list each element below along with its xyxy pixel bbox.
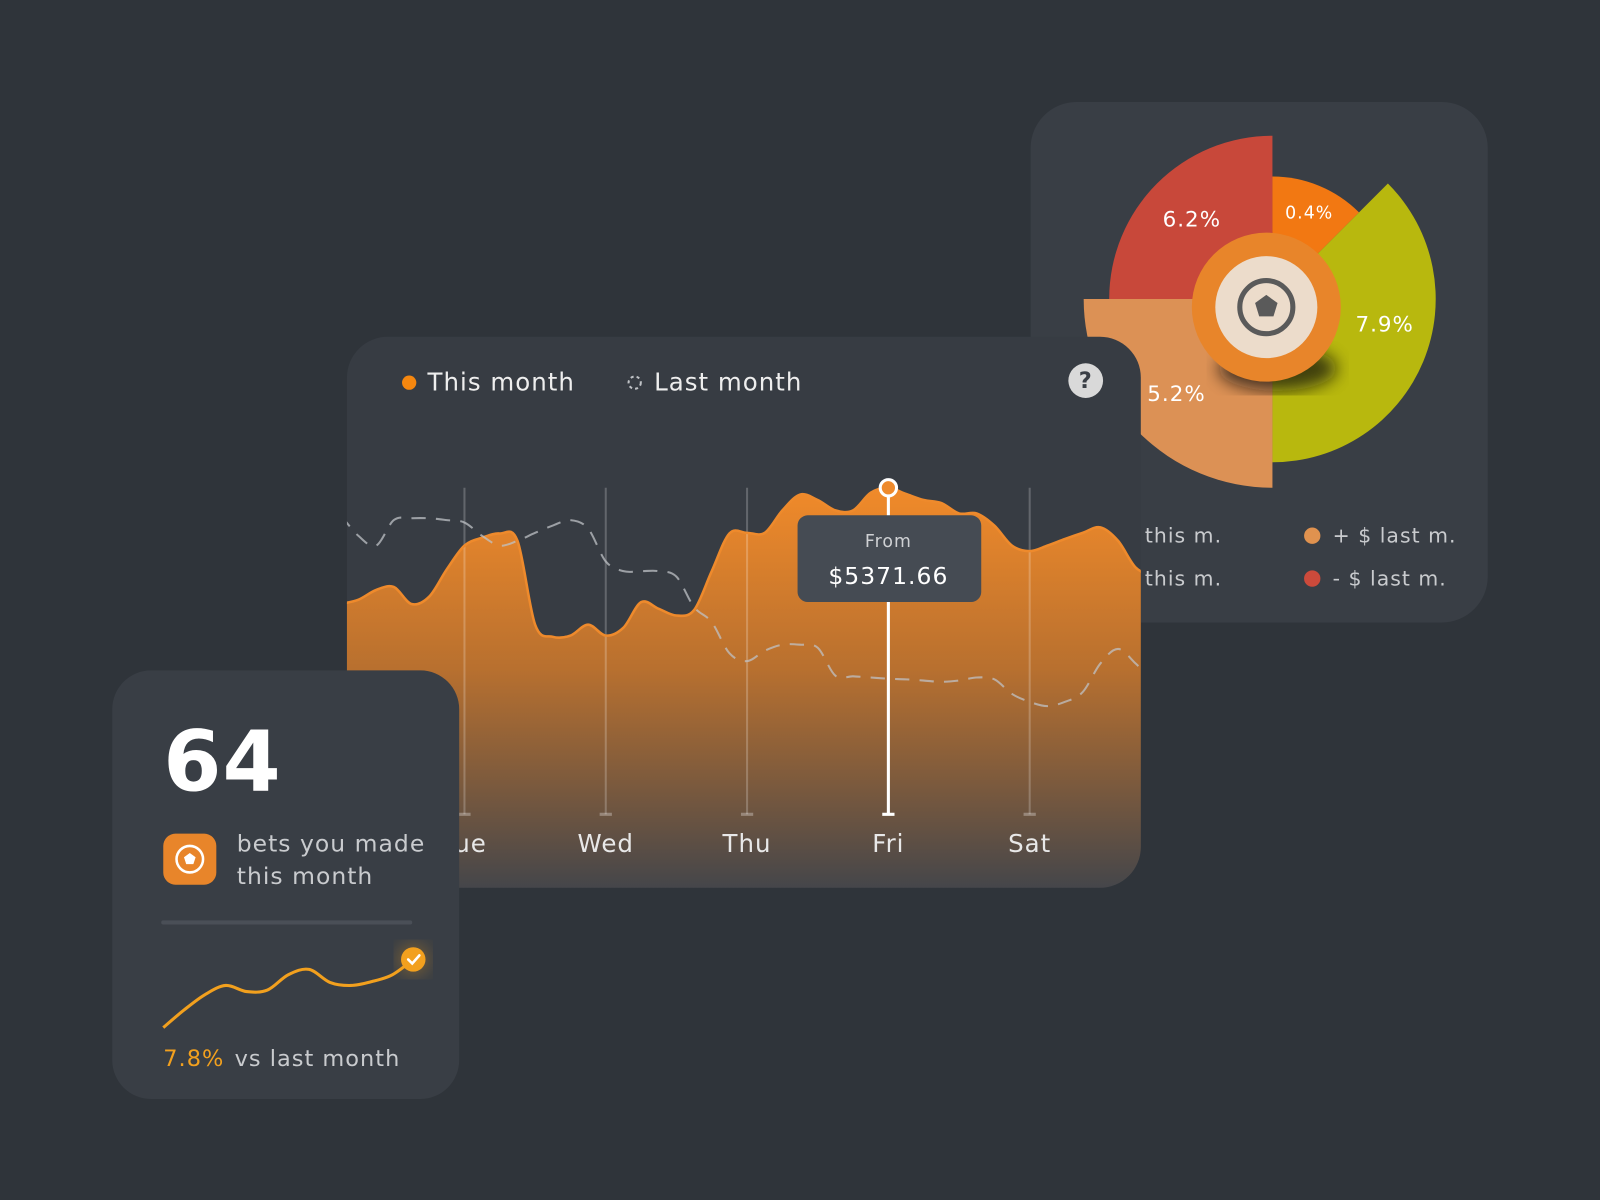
pie-card: 6.2% 0.4% 7.9% 5.2% this m. this m. + $ last m… (1030, 102, 1488, 623)
sparkline-path (162, 958, 415, 1029)
sparkline (162, 943, 430, 1029)
card-background (112, 670, 460, 1099)
change-value: 7.8% (163, 1046, 224, 1072)
ball-icon (183, 853, 196, 865)
dashed-line (346, 514, 1141, 708)
x-tick-label: Thu (722, 829, 772, 858)
change-line: 7.8% vs last month (163, 1046, 400, 1072)
legend-dot (1304, 570, 1321, 587)
x-tick-label: Fri (872, 829, 904, 858)
tooltip (797, 515, 982, 603)
legend-label: This month (427, 368, 575, 397)
data-label: 7.9% (1355, 313, 1413, 338)
check-icon (406, 954, 421, 966)
legend-label: this m. (1145, 524, 1222, 548)
legend-label: + $ last m. (1333, 524, 1457, 548)
bets-caption: this month (237, 862, 374, 890)
highlight-point (878, 478, 899, 498)
end-point (401, 947, 426, 972)
ball-icon (1237, 278, 1296, 337)
legend-label: - $ last m. (1333, 567, 1447, 591)
ball-icon (175, 844, 205, 874)
bets-caption: bets you made (237, 829, 426, 857)
data-label: 6.2% (1163, 207, 1221, 232)
pie-segment (1272, 183, 1436, 463)
data-label: 0.4% (1285, 203, 1333, 223)
data-label: 5.2% (1147, 382, 1205, 407)
bets-card: 64 bets you made this month 7.8% vs last … (112, 670, 460, 1099)
bets-count: 64 (163, 712, 281, 810)
x-tick-label: Wed (578, 829, 634, 858)
legend-dot (1304, 527, 1321, 544)
legend-dot (627, 375, 642, 390)
area-line (346, 486, 1141, 640)
tooltip-title: From (865, 532, 912, 552)
change-text: vs last month (235, 1046, 401, 1072)
help-icon[interactable] (1068, 363, 1104, 398)
legend-label: this m. (1145, 567, 1222, 591)
legend-dot (402, 375, 417, 390)
legend-label: Last month (654, 368, 802, 397)
x-tick-label: Sat (1008, 829, 1051, 858)
area-card: Tue Wed Thu Fri Sat This month Last month ? … (346, 336, 1141, 888)
tooltip-value: $5371.66 (828, 562, 948, 590)
help-icon-text[interactable]: ? (1079, 368, 1093, 394)
ball-icon (1255, 294, 1278, 317)
